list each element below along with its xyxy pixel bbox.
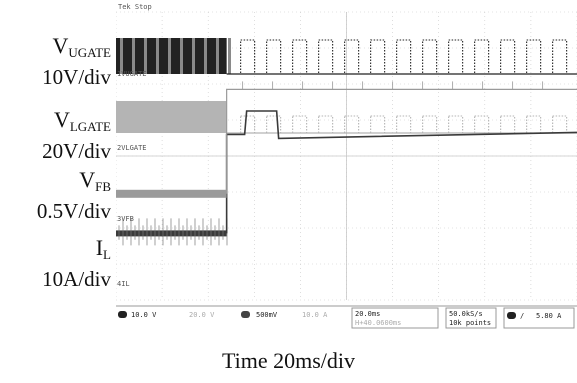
- lgate-burst: [370, 115, 386, 134]
- lgate-burst: [240, 115, 256, 134]
- ugate-burst: [344, 39, 360, 75]
- ugate-dense-gap: [192, 38, 195, 74]
- ugate-dense-gap: [156, 38, 159, 74]
- ch3-scale: 500mV: [256, 311, 278, 319]
- vfb-after: [225, 110, 577, 234]
- trigger-delay: H+40.0600ms: [355, 319, 401, 327]
- trigger-level: 5.80 A: [536, 312, 562, 320]
- trigger-slope: /: [520, 312, 524, 320]
- ugate-dense-gap: [216, 38, 219, 74]
- channel-tag-3: 3VFB: [117, 215, 134, 223]
- lgate-burst: [292, 115, 308, 134]
- ugate-burst: [292, 39, 308, 75]
- ch2-scale: 20.0 V: [189, 311, 215, 319]
- ugate-burst: [266, 39, 282, 75]
- lgate-burst: [396, 115, 412, 134]
- channel-tag-4: 4IL: [117, 280, 130, 288]
- record-length: 10k points: [449, 319, 491, 327]
- ugate-burst: [448, 39, 464, 75]
- lgate-burst: [448, 115, 464, 134]
- lgate-burst: [526, 115, 542, 134]
- lgate-burst: [266, 115, 282, 134]
- label-vfb: VFB 0.5V/div: [36, 167, 111, 224]
- ugate-burst: [474, 39, 490, 75]
- lgate-dense-switching: [116, 101, 227, 133]
- ugate-burst: [318, 39, 334, 75]
- label-vugate: VUGATE 10V/div: [42, 33, 111, 90]
- ugate-dense-gap: [180, 38, 183, 74]
- ugate-burst: [396, 39, 412, 75]
- lgate-burst: [318, 115, 334, 134]
- trigger-source-indicator: [507, 312, 516, 319]
- il-after: [226, 88, 577, 194]
- lgate-burst: [422, 115, 438, 134]
- ch3-indicator: [241, 311, 250, 318]
- il-before: [116, 189, 227, 198]
- ugate-dense-gap: [228, 38, 231, 74]
- scope-plot: Tek Stop 1VUGATE 2VLGATE 3VFB 4IL 10.0 V…: [115, 3, 577, 329]
- ugate-dense-gap: [168, 38, 171, 74]
- ugate-dense-gap: [132, 38, 135, 74]
- x-axis-label: Time 20ms/div: [221, 348, 356, 373]
- lgate-burst: [552, 115, 568, 134]
- lgate-burst: [500, 115, 516, 134]
- ugate-dense-gap: [144, 38, 147, 74]
- lgate-burst: [344, 115, 360, 134]
- ugate-burst: [526, 39, 542, 75]
- ugate-burst: [500, 39, 516, 75]
- scope-header-text: Tek Stop: [118, 3, 152, 11]
- lgate-burst: [474, 115, 490, 134]
- channel-tag-1: 1VUGATE: [117, 70, 147, 78]
- ugate-dense-gap: [204, 38, 207, 74]
- ch1-indicator: [118, 311, 127, 318]
- ch4-scale: 10.0 A: [302, 311, 328, 319]
- sample-rate: 50.0kS/s: [449, 310, 483, 318]
- channel-tag-2: 2VLGATE: [117, 144, 147, 152]
- ugate-burst: [240, 39, 256, 75]
- status-bar: 10.0 V 20.0 V 500mV 10.0 A 20.0ms H+40.0…: [116, 305, 577, 329]
- label-vlgate: VLGATE 20V/div: [42, 107, 111, 164]
- scope-traces: [116, 38, 577, 246]
- label-il: IL 10A/div: [42, 235, 111, 292]
- timebase: 20.0ms: [355, 310, 380, 318]
- ch1-scale: 10.0 V: [131, 311, 157, 319]
- ugate-burst: [552, 39, 568, 75]
- ugate-burst: [422, 39, 438, 75]
- ugate-burst: [370, 39, 386, 75]
- channel-tags: 1VUGATE 2VLGATE 3VFB 4IL: [117, 70, 147, 288]
- oscilloscope-display: Tek Stop 1VUGATE 2VLGATE 3VFB 4IL 10.0 V…: [115, 0, 577, 332]
- ugate-dense-gap: [120, 38, 123, 74]
